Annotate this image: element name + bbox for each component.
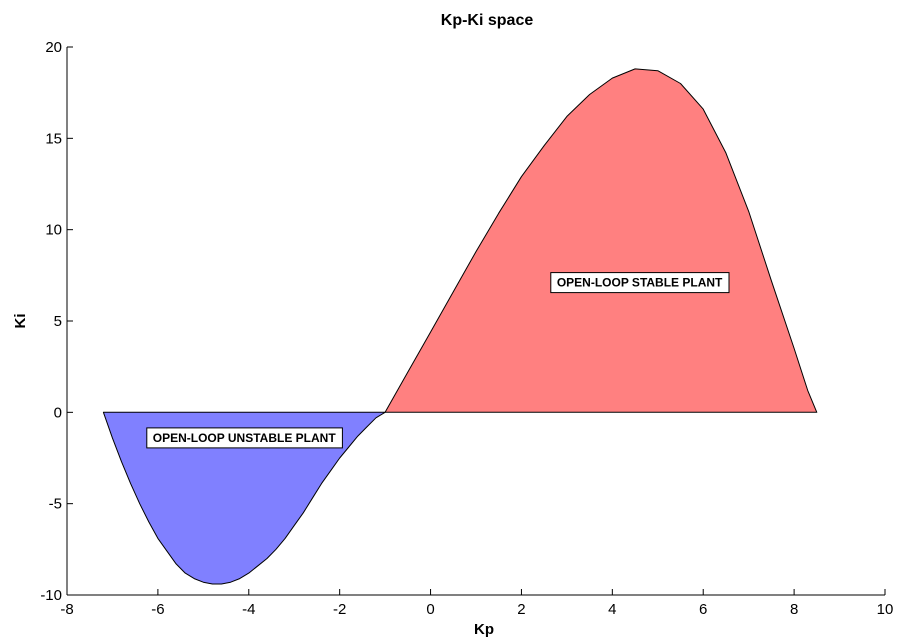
x-tick-label: 4 [608,601,616,618]
y-tick-label: 10 [45,222,62,239]
x-tick-label: -2 [333,601,346,618]
region-stable [384,68,818,413]
x-tick-label: 10 [877,601,894,618]
y-tick-label: 0 [54,404,62,421]
y-tick-label: -10 [40,587,62,604]
x-tick-label: 2 [517,601,525,618]
x-axis-label: Kp [474,621,494,638]
y-tick-label: 5 [54,313,62,330]
annotation-background [550,272,730,294]
x-tick-label: 6 [699,601,707,618]
x-tick-label: 0 [426,601,434,618]
annotation-text: OPEN-LOOP UNSTABLE PLANT [153,431,337,445]
y-tick-label: -5 [49,496,62,513]
annotation-box: OPEN-LOOP STABLE PLANT [550,272,730,294]
region-unstable [102,411,386,585]
x-tick-label: -8 [60,601,73,618]
y-axis-label: Ki [12,314,29,329]
annotation-background [146,427,343,449]
chart-title: Kp-Ki space [441,12,534,29]
annotation-text: OPEN-LOOP STABLE PLANT [557,276,723,290]
plot-area: -8 -6 -4 -2 0 2 4 6 8 10 -10 -5 0 5 10 15 20 OPEN-LOOP ST… [40,39,893,618]
y-tick-label: 20 [45,39,62,56]
x-tick-label: 8 [790,601,798,618]
annotation-box: OPEN-LOOP UNSTABLE PLANT [146,427,343,449]
x-tick-label: -6 [151,601,164,618]
y-tick-label: 15 [45,130,62,147]
x-tick-label: -4 [242,601,255,618]
